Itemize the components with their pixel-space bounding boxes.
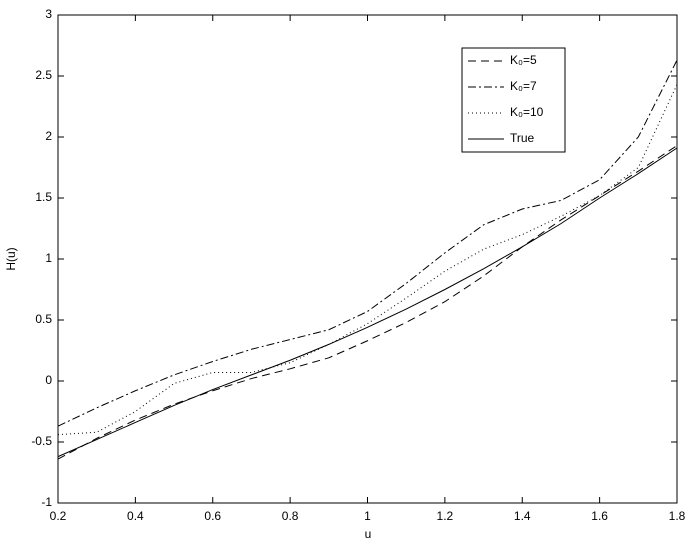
x-tick-label: 1.4: [514, 509, 531, 523]
y-tick-label: 3: [45, 7, 52, 21]
series-line: [57, 84, 678, 436]
y-tick-label: 2: [45, 129, 52, 143]
x-tick-label: 1: [364, 509, 371, 523]
y-tick-label: 1.5: [35, 190, 52, 204]
legend-label: K₀=7: [510, 79, 537, 93]
y-tick-label: 0.5: [35, 312, 52, 326]
y-tick-label: 1: [45, 251, 52, 265]
y-tick-label: 0: [45, 373, 52, 387]
x-axis-label: u: [365, 527, 372, 541]
series-line: [57, 59, 678, 427]
y-tick-label: 2.5: [35, 68, 52, 82]
x-tick-label: 0.2: [50, 509, 67, 523]
y-tick-label: -1: [41, 495, 52, 509]
legend-label: K₀=5: [510, 53, 537, 67]
series-line: [57, 145, 678, 460]
series-line: [57, 147, 678, 458]
x-tick-label: 0.4: [127, 509, 144, 523]
y-tick-label: -0.5: [31, 434, 52, 448]
x-tick-label: 1.2: [437, 509, 454, 523]
legend-label: True: [510, 131, 535, 145]
legend-box: [461, 47, 566, 153]
plot-area: [57, 14, 678, 504]
x-tick-label: 1.8: [669, 509, 686, 523]
y-axis-label: H(u): [4, 247, 18, 270]
x-tick-label: 1.6: [591, 509, 608, 523]
x-tick-label: 0.6: [204, 509, 221, 523]
x-tick-label: 0.8: [282, 509, 299, 523]
legend-label: K₀=10: [510, 105, 544, 119]
